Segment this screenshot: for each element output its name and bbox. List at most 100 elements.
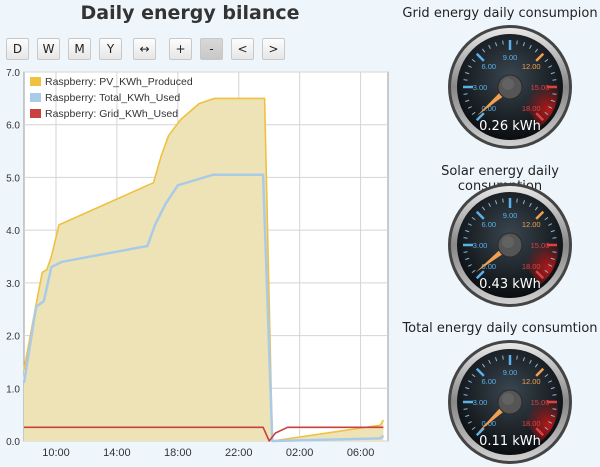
gauge-tick — [467, 264, 472, 267]
legend-entry: Raspberry: Grid_KWh_Used — [45, 108, 178, 120]
gauge-tick — [516, 355, 518, 360]
gauge-tick — [529, 359, 532, 364]
gauge-tick — [550, 99, 555, 102]
gauge-hub-highlight — [502, 236, 514, 248]
gauge-tick — [548, 421, 553, 424]
gauge-tick — [548, 65, 553, 68]
gauge-scale-label: 12.00 — [522, 62, 541, 71]
gauge-tick — [534, 363, 539, 368]
gauge-scale-label: 3.00 — [473, 83, 488, 92]
gauge-tick — [463, 79, 468, 81]
gauge-tick — [502, 198, 504, 203]
gauge-tick — [481, 363, 486, 368]
gauge-tick — [548, 106, 553, 109]
gauge-tick — [516, 40, 518, 45]
y-tick-label: 2.0 — [6, 332, 20, 343]
week-button[interactable]: W — [37, 38, 60, 60]
legend-entry: Raspberry: Total_KWh_Used — [45, 92, 180, 104]
gauge-scale-label: 6.00 — [481, 62, 496, 71]
gauge-tick — [488, 44, 491, 49]
gauge-tick — [463, 394, 468, 396]
gauge-tick — [467, 380, 472, 383]
gauge-tick — [550, 257, 555, 260]
gauge-scale-label: 0.00 — [481, 104, 496, 113]
gauge-tick — [471, 111, 476, 116]
gauge-value-readout: 0.11 kWh — [479, 434, 541, 449]
solar-consumption-gauge: 0.00 3.00 6.00 9.00 12.00 15.00 18.00 0.43 kWh — [448, 183, 572, 307]
gauge-tick — [465, 414, 470, 417]
gauge-tick — [552, 237, 557, 239]
energy-chart: 0.0 1.0 2.0 3.0 4.0 5.0 6.0 7.0 10:00 14:00 18:00 2… — [6, 68, 389, 459]
day-button[interactable]: D — [6, 38, 29, 60]
series-line-2 — [24, 426, 384, 442]
gauge-tick — [552, 79, 557, 81]
gauge-scale-label: 6.00 — [481, 220, 496, 229]
gauge-tick — [534, 206, 539, 211]
month-button[interactable]: M — [68, 38, 91, 60]
gauge-scale-label: 15.00 — [531, 241, 550, 250]
gauge-scale-label: 9.00 — [503, 53, 518, 62]
gauge-scale-label: 0.00 — [481, 419, 496, 428]
legend-swatch — [30, 109, 41, 118]
zoom-out-button[interactable]: - — [200, 38, 223, 60]
gauge-tick — [552, 408, 557, 410]
gauge-title-grid: Grid energy daily consumpion — [402, 6, 598, 21]
gauge-tick — [544, 111, 549, 116]
gauge-tick — [463, 251, 468, 253]
gauge-tick — [502, 355, 504, 360]
y-tick-label: 5.0 — [6, 173, 20, 184]
gauge-tick — [535, 367, 545, 377]
gauge-tick — [488, 359, 491, 364]
gauge-tick — [548, 380, 553, 383]
gauge-tick — [522, 357, 525, 362]
gauge-value-readout: 0.43 kWh — [479, 277, 541, 292]
gauge-scale-label: 12.00 — [522, 220, 541, 229]
year-button[interactable]: Y — [99, 38, 122, 60]
x-tick-label: 22:00 — [225, 447, 253, 459]
gauge-tick — [535, 270, 545, 280]
x-tick-label: 14:00 — [103, 447, 131, 459]
page-title: Daily energy bilance — [80, 2, 300, 24]
gauge-tick — [552, 394, 557, 396]
gauge-scale-label: 3.00 — [473, 398, 488, 407]
gauge-hub-highlight — [502, 393, 514, 405]
gauge-tick — [465, 387, 470, 390]
gauge-tick — [465, 99, 470, 102]
gauge-tick — [471, 216, 476, 221]
gauge-tick — [465, 257, 470, 260]
gauge-tick — [535, 52, 545, 62]
gauge-tick — [522, 42, 525, 47]
gauge-tick — [550, 72, 555, 75]
y-tick-label: 3.0 — [6, 279, 20, 290]
gauge-tick — [516, 198, 518, 203]
gauge-tick — [552, 93, 557, 95]
gauge-tick — [475, 270, 485, 280]
x-tick-label: 18:00 — [164, 447, 192, 459]
gauge-tick — [544, 373, 549, 378]
legend-swatch — [30, 93, 41, 102]
y-tick-label: 1.0 — [6, 384, 20, 395]
gauge-tick — [529, 202, 532, 207]
gauge-tick — [550, 387, 555, 390]
gauge-hub-highlight — [502, 78, 514, 90]
prev-button[interactable]: < — [231, 38, 254, 60]
gauge-tick — [548, 223, 553, 226]
x-tick-label: 06:00 — [347, 447, 375, 459]
reset-zoom-button[interactable]: ↔ — [133, 38, 156, 60]
gauge-scale-label: 15.00 — [531, 83, 550, 92]
zoom-in-button[interactable]: + — [169, 38, 192, 60]
next-button[interactable]: > — [262, 38, 285, 60]
x-tick-label: 02:00 — [286, 447, 314, 459]
gauge-tick — [467, 421, 472, 424]
gauge-tick — [534, 48, 539, 53]
y-tick-label: 6.0 — [6, 121, 20, 132]
gauge-tick — [522, 200, 525, 205]
y-tick-label: 7.0 — [6, 68, 20, 79]
gauge-title-total: Total energy daily consumtion — [402, 321, 598, 336]
total-consumption-gauge: 0.00 3.00 6.00 9.00 12.00 15.00 18.00 0.11 kWh — [448, 340, 572, 464]
gauge-tick — [471, 426, 476, 431]
gauge-tick — [475, 367, 485, 377]
gauge-tick — [467, 65, 472, 68]
gauge-tick — [471, 269, 476, 274]
gauge-tick — [465, 72, 470, 75]
